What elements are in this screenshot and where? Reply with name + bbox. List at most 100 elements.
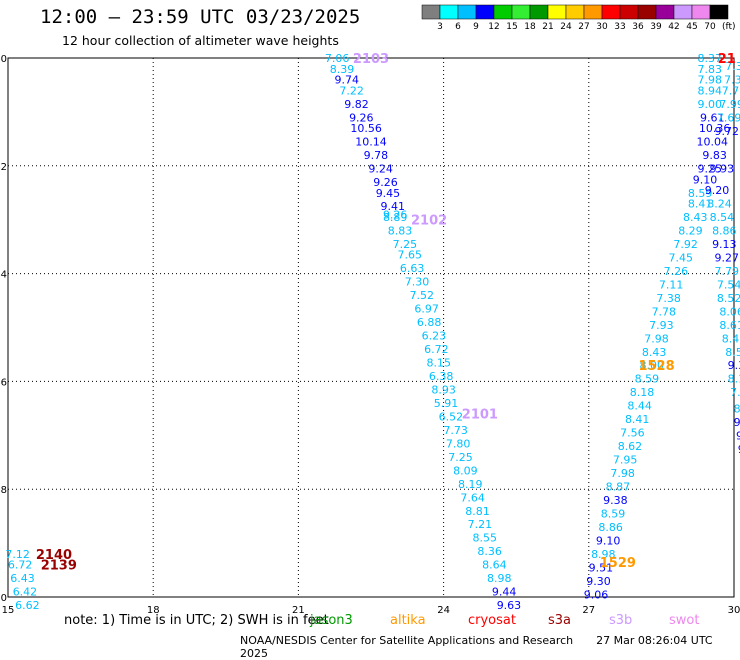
wave-height-value: 9.82 — [344, 98, 369, 111]
wave-height-value: 7.25 — [448, 451, 473, 464]
wave-height-value: 7.79 — [714, 265, 739, 278]
wave-height-value: 9. — [734, 416, 740, 429]
wave-height-value: 7.21 — [468, 518, 493, 531]
wave-height-value: 8.29 — [678, 224, 703, 237]
legend-s3a: s3a — [548, 613, 572, 628]
chart-title: 12:00 – 23:59 UTC 03/23/2025 — [40, 6, 361, 28]
wave-height-value: 8.1 — [728, 373, 740, 386]
colorbar-swatch — [583, 4, 603, 20]
footer: NOAA/NESDIS Center for Satellite Applica… — [240, 634, 740, 660]
wave-height-value: 9.00 — [698, 98, 723, 111]
colorbar-swatch — [493, 4, 513, 20]
wave-height-value: 7.80 — [446, 437, 471, 450]
wave-height-value: 6.38 — [429, 370, 454, 383]
wave-height-value: 9 — [738, 443, 740, 456]
x-tick-label: 18 — [147, 605, 160, 616]
colorbar-label: 9 — [473, 22, 479, 32]
wave-height-value: 10.36 — [699, 122, 731, 135]
colorbar-swatch — [439, 4, 459, 20]
wave-height-value: 9.51 — [589, 561, 614, 574]
wave-height-value: 5.91 — [434, 397, 459, 410]
colorbar-label: 18 — [524, 22, 536, 32]
colorbar-swatch — [475, 4, 495, 20]
wave-height-value: 8.86 — [712, 224, 737, 237]
colorbar-swatch — [601, 4, 621, 20]
legend-cryosat: cryosat — [468, 613, 516, 628]
wave-height-value: 9.20 — [705, 184, 730, 197]
wave-height-value: 8.41 — [688, 198, 713, 211]
wave-height-value: 9.30 — [586, 575, 611, 588]
colorbar-label: 21 — [542, 22, 553, 32]
wave-height-value: 7.54 — [717, 278, 740, 291]
wave-height-value: 7.83 — [698, 63, 723, 76]
wave-height-value: 9.93 — [710, 162, 735, 175]
wave-height-value: 9.41 — [381, 200, 406, 213]
track-label: 2103 — [353, 52, 389, 67]
track-label: 21 — [718, 52, 736, 67]
wave-height-value: 6.42 — [13, 586, 38, 599]
wave-height-value: 10.04 — [696, 136, 728, 149]
colorbar-label: 30 — [596, 22, 608, 32]
track-label: 2101 — [462, 408, 498, 423]
wave-height-value: 7.36 — [724, 74, 740, 87]
wave-height-value: 7.26 — [664, 265, 689, 278]
track-label: 1528 — [638, 359, 674, 374]
wave-height-value: 7.12 — [5, 548, 30, 561]
wave-height-value: 9.72 — [714, 125, 739, 138]
wave-height-value: 8.06 — [719, 305, 740, 318]
wave-height-value: 9.74 — [335, 74, 360, 87]
wave-height-value: 7.99 — [719, 98, 740, 111]
footer-center: NOAA/NESDIS Center for Satellite Applica… — [240, 634, 574, 647]
wave-height-value: 7.98 — [698, 74, 723, 87]
wave-height-value: 7.93 — [649, 319, 674, 332]
wave-height-value: 6.62 — [15, 599, 40, 612]
wave-height-value: 8.98 — [591, 548, 616, 561]
track-label: 2102 — [411, 214, 447, 229]
colorbar-swatch — [691, 4, 711, 20]
wave-height-value: 8.59 — [635, 373, 660, 386]
colorbar-label: 12 — [488, 22, 499, 32]
wave-height-value: 8.00 — [639, 359, 664, 372]
wave-height-value: 8.09 — [453, 464, 478, 477]
wave-height-value: 9.25 — [698, 162, 723, 175]
wave-height-value: 7.9 — [730, 386, 740, 399]
colorbar-swatch — [655, 4, 675, 20]
wave-height-value: 9.10 — [693, 173, 718, 186]
chart-note: note: 1) Time is in UTC; 2) SWH is in fe… — [64, 613, 329, 628]
wave-height-value: 10.56 — [350, 122, 382, 135]
wave-height-value: 8.41 — [625, 413, 650, 426]
legend-s3b: s3b — [609, 613, 633, 628]
wave-height-value: 7.22 — [339, 84, 364, 97]
y-tick-label: -40 — [0, 54, 7, 65]
colorbar-swatch — [511, 4, 531, 20]
wave-height-value: 9.78 — [364, 149, 389, 162]
colorbar-swatch — [547, 4, 567, 20]
wave-height-value: 6.23 — [422, 330, 447, 343]
wave-height-value: 8.54 — [710, 211, 735, 224]
wave-height-value: 9.83 — [702, 149, 727, 162]
legend-jason3: jason3 — [310, 613, 353, 628]
wave-height-value: 6.63 — [400, 262, 425, 275]
colorbar-swatch — [421, 4, 441, 20]
wave-height-value: 7.98 — [644, 332, 669, 345]
plot-frame — [7, 57, 735, 598]
wave-height-value: 8.87 — [606, 481, 631, 494]
wave-height-value: 7.25 — [393, 238, 418, 251]
wave-height-value: 7.65 — [397, 249, 422, 262]
track-label: 2140 — [36, 548, 72, 563]
wave-height-value: 7.69 — [717, 111, 740, 124]
wave-height-value: 8.98 — [487, 572, 512, 585]
wave-height-value: 8.15 — [427, 357, 452, 370]
y-tick-label: -50 — [0, 593, 7, 604]
wave-height-value: 8.61 — [719, 319, 740, 332]
wave-height-value: 8.62 — [618, 440, 643, 453]
wave-height-value: 8.49 — [722, 332, 740, 345]
y-tick-label: -48 — [0, 485, 7, 496]
wave-height-value: 8.19 — [458, 478, 483, 491]
wave-height-value: 8.93 — [431, 383, 456, 396]
wave-height-value: 7.11 — [659, 278, 684, 291]
wave-height-value: 9.44 — [492, 586, 517, 599]
colorbar-label: 6 — [455, 22, 461, 32]
x-tick-label: 15 — [2, 605, 15, 616]
